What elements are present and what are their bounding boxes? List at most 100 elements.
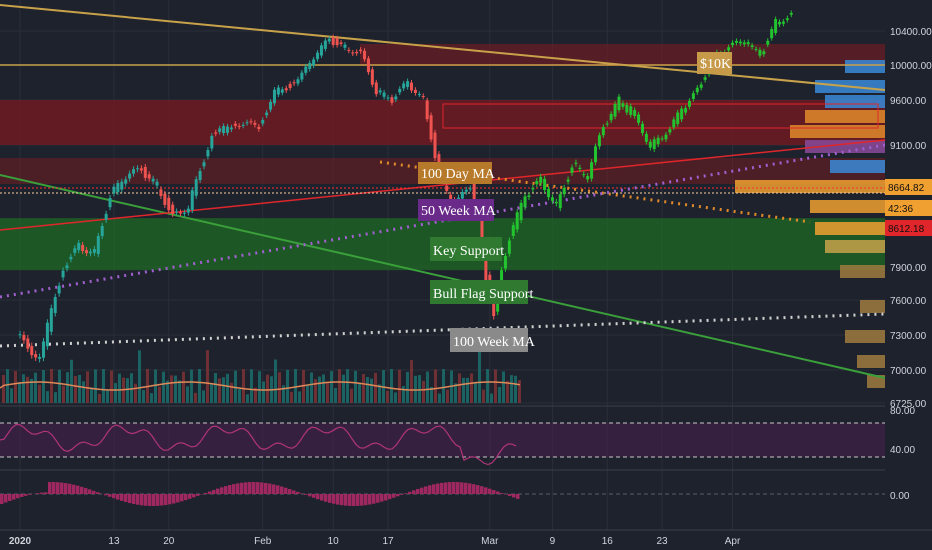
volume-bar: [434, 369, 437, 403]
time-tick-label: 10: [328, 536, 340, 547]
candle-body: [382, 92, 386, 97]
volume-bar: [510, 375, 513, 403]
candle-body: [535, 180, 539, 185]
macd-histogram-bar: [304, 494, 308, 495]
trend-lines: [0, 4, 886, 379]
candle-body: [288, 83, 292, 88]
candle-body: [335, 38, 339, 46]
macd-histogram-bar: [4, 494, 8, 503]
volume-bar: [58, 369, 61, 403]
volume-bar: [34, 372, 37, 403]
macd-histogram-bar: [268, 483, 272, 494]
candle-body: [629, 106, 633, 115]
annotation-box: [430, 280, 528, 304]
candle-body: [413, 89, 417, 94]
candle-body: [104, 213, 108, 220]
candle-body: [687, 100, 691, 107]
macd-histogram-bar: [68, 483, 72, 494]
volume-bar: [54, 392, 57, 403]
macd-histogram-bar: [80, 486, 84, 494]
volume-bar: [430, 387, 433, 403]
macd-histogram-bar: [368, 494, 372, 505]
candle-body: [625, 104, 629, 113]
macd-histogram-bar: [412, 490, 416, 494]
volume-bar: [454, 383, 457, 403]
volume-bar: [406, 371, 409, 403]
candle-body: [605, 123, 609, 125]
candle-body: [300, 72, 304, 80]
macd-histogram-bar: [28, 494, 32, 495]
time-tick-label: 16: [602, 536, 614, 547]
macd-histogram-bar: [480, 486, 484, 494]
volume-bar: [478, 350, 481, 403]
candle-body: [734, 40, 738, 43]
candle-body: [132, 169, 136, 174]
candle-body: [433, 132, 437, 159]
candle-body: [695, 87, 699, 93]
candle-body: [402, 83, 406, 89]
candle-body: [210, 135, 214, 149]
time-tick-label: Mar: [481, 536, 499, 547]
volume-bar: [278, 372, 281, 403]
price-tick-label: 10400.00: [890, 27, 932, 38]
volume-bar: [386, 390, 389, 403]
candle-body: [159, 189, 163, 197]
candle-body: [640, 123, 644, 134]
macd-histogram-bar: [72, 484, 76, 494]
candle-body: [527, 195, 531, 197]
candle-body: [574, 162, 578, 164]
volume-bar: [46, 391, 49, 403]
volume-bar: [226, 373, 229, 403]
ma-100-day: [379, 160, 811, 224]
candle-body: [656, 137, 660, 145]
macd-histogram-bar: [392, 494, 396, 498]
candle-body: [410, 82, 413, 91]
macd-histogram-bar: [204, 492, 208, 494]
candle-body: [257, 126, 261, 130]
price-tick-label: 7900.00: [890, 263, 927, 274]
volume-bar: [262, 381, 265, 403]
volume-bar: [254, 387, 257, 403]
volume-bar: [358, 382, 361, 403]
candle-body: [460, 191, 464, 199]
candle-body: [507, 240, 511, 254]
candle-body: [785, 18, 789, 21]
volume-bar: [22, 374, 25, 403]
candle-body: [128, 173, 132, 179]
candle-body: [339, 42, 343, 44]
volume-profile-bar: [860, 300, 885, 313]
volume-bar: [462, 377, 465, 403]
volume-bar: [290, 391, 293, 403]
candle-body: [601, 127, 605, 136]
macd-histogram-bar: [452, 482, 456, 494]
macd-histogram-bar: [488, 488, 492, 494]
candle-body: [770, 29, 774, 39]
range-box: [442, 103, 879, 129]
macd-histogram-bar: [316, 494, 320, 500]
price-tick-label: 10000.00: [890, 61, 932, 72]
candle-body: [163, 193, 167, 205]
candle-body: [347, 49, 351, 51]
macd-histogram-bar: [148, 494, 152, 506]
macd-histogram-bar: [420, 487, 424, 494]
candle-body: [81, 244, 85, 252]
time-tick-label: 2020: [9, 536, 32, 547]
macd-histogram-bar: [360, 494, 364, 506]
volume-bar: [486, 369, 489, 403]
volume-bar: [130, 373, 133, 403]
candle-body: [492, 295, 496, 317]
macd-histogram-bar: [220, 487, 224, 494]
candle-body: [742, 42, 746, 45]
candle-body: [543, 178, 547, 191]
candle-body: [53, 296, 57, 313]
candle-body: [225, 126, 229, 133]
macd-histogram-bar: [36, 493, 40, 494]
time-tick-label: 17: [382, 536, 394, 547]
macd-histogram-bar: [356, 494, 360, 506]
volume-bar: [198, 369, 201, 403]
macd-histogram-bar: [96, 492, 100, 494]
macd-histogram-bar: [216, 488, 220, 494]
volume-bar: [394, 392, 397, 403]
candle-body: [445, 185, 449, 191]
